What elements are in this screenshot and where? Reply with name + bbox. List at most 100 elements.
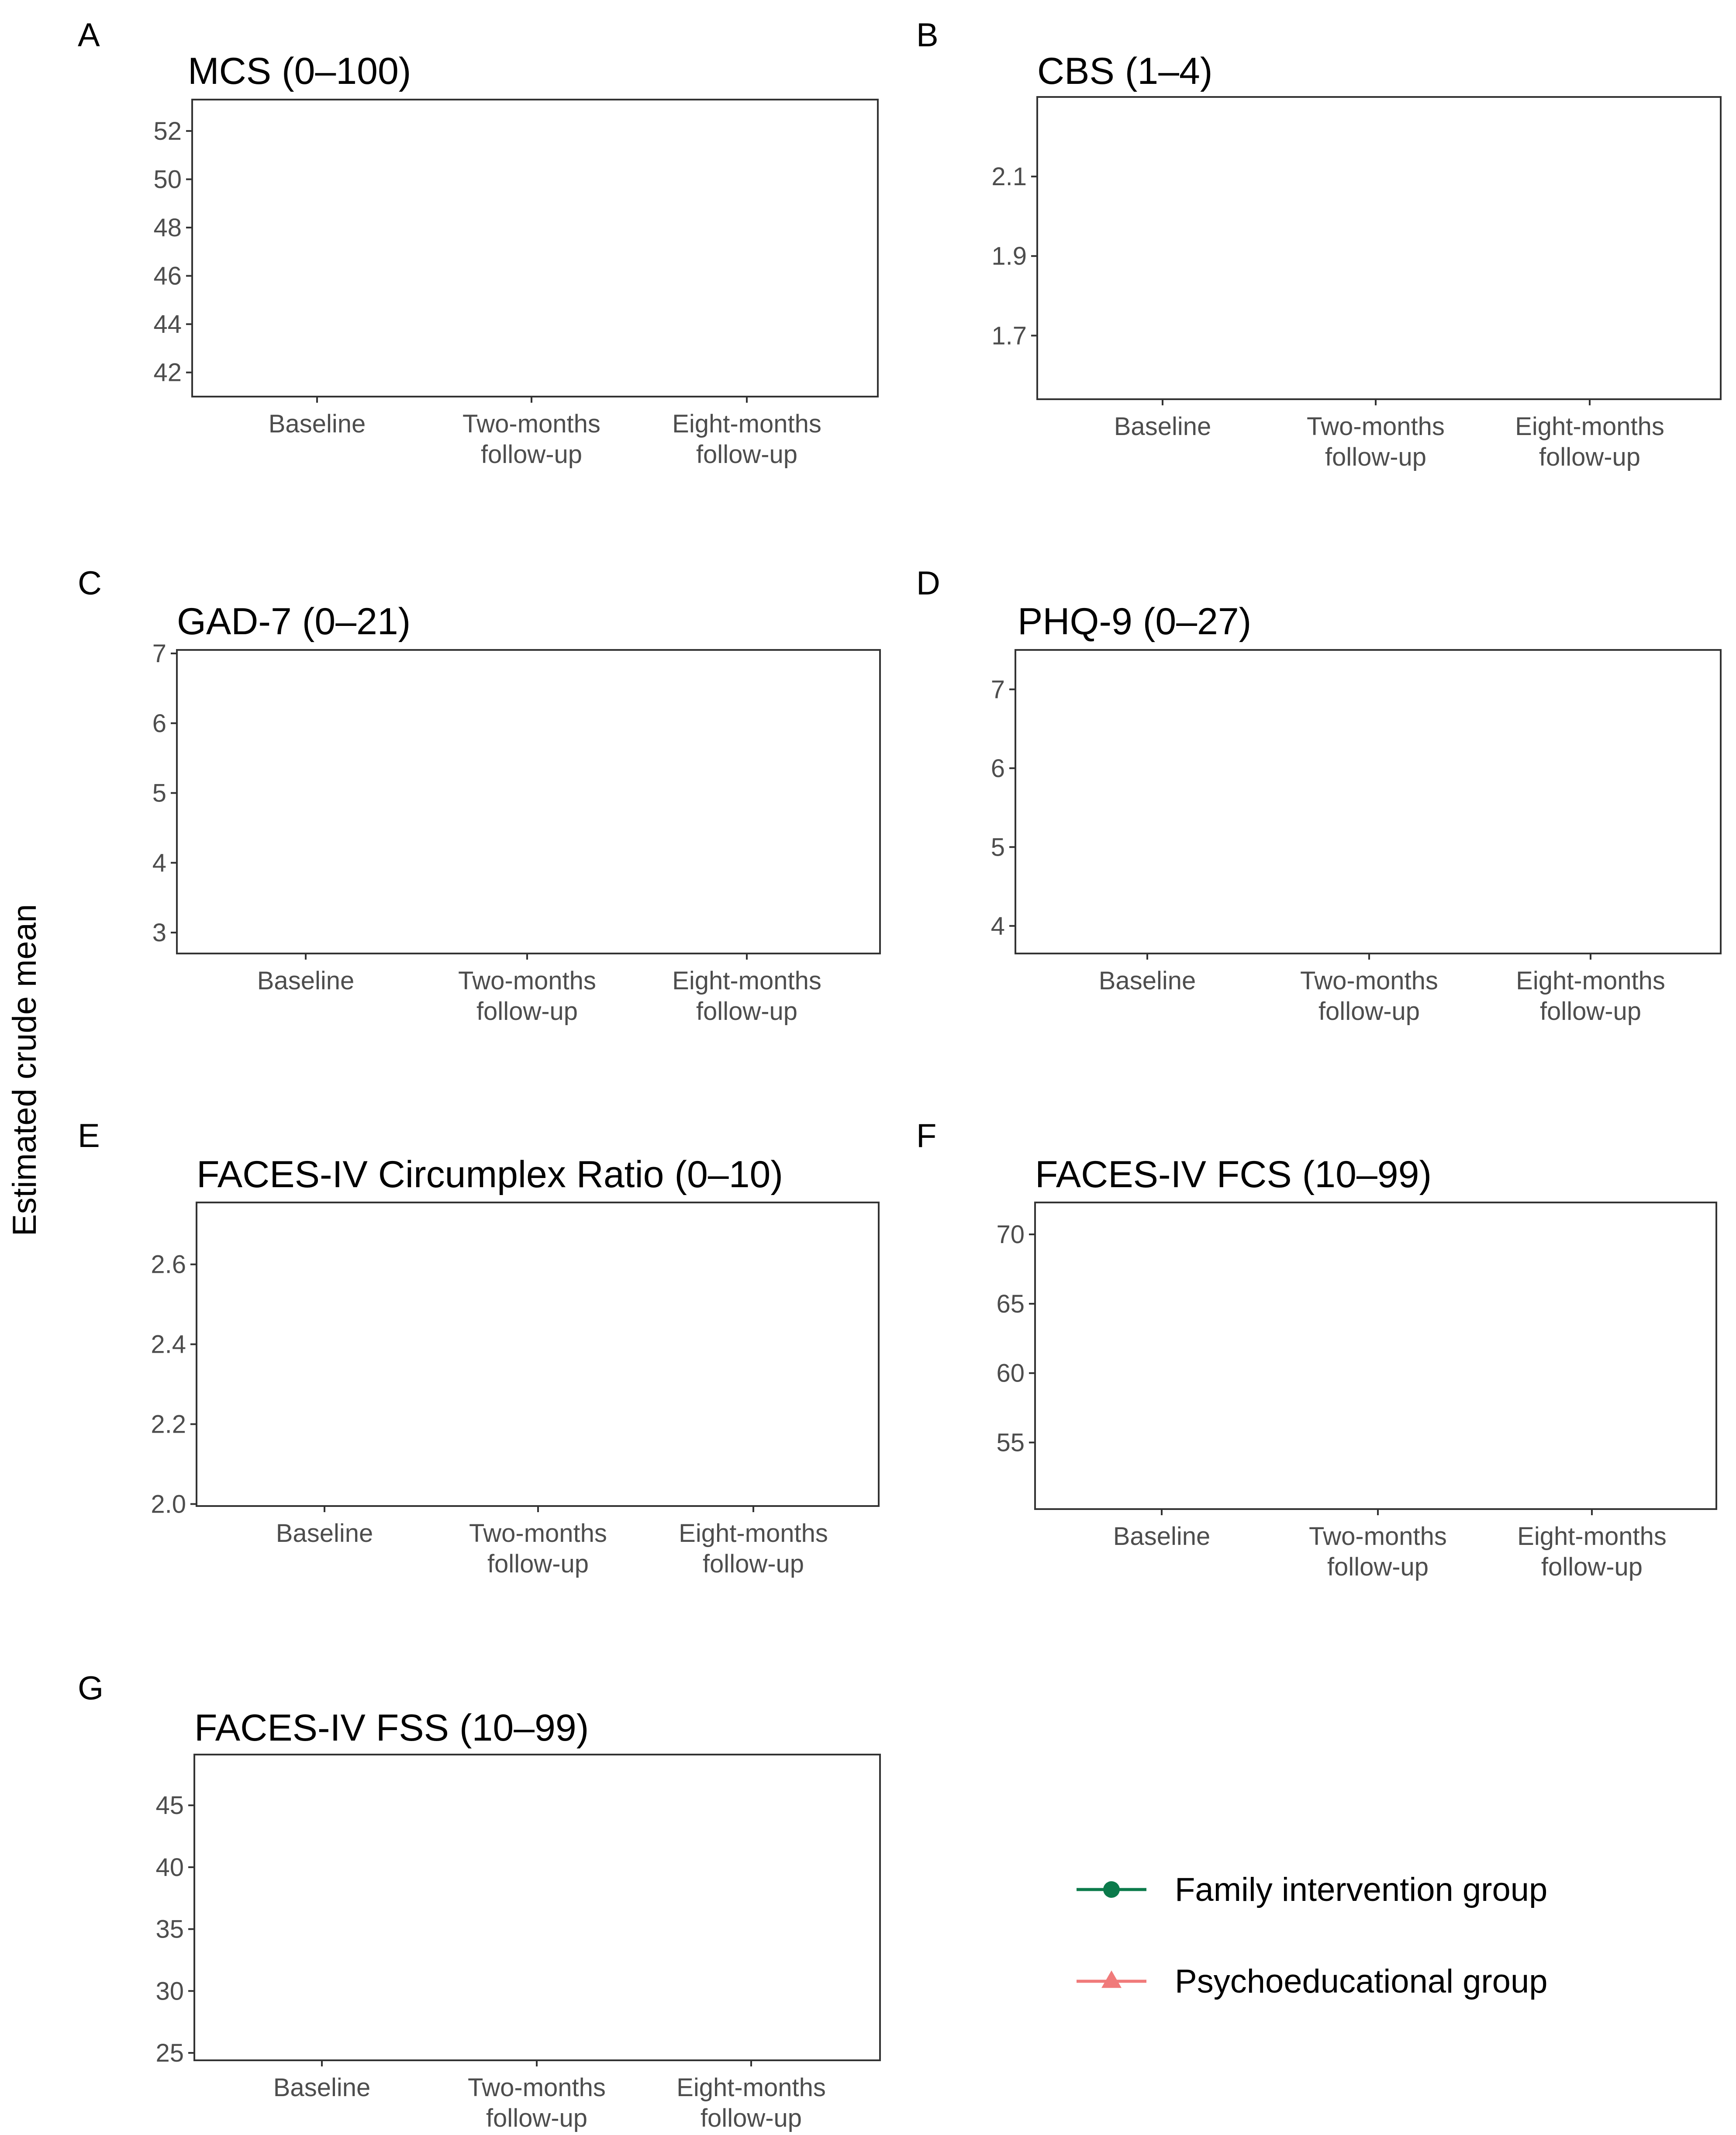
panel-title: PHQ-9 (0–27) <box>1018 601 1251 643</box>
y-tick-label: 55 <box>996 1429 1025 1457</box>
legend-label-psychoeducational: Psychoeducational group <box>1175 1963 1547 2000</box>
y-tick-label: 44 <box>153 310 182 339</box>
y-tick-label: 4 <box>991 912 1005 940</box>
x-tick-label: Two-months <box>468 2073 606 2102</box>
y-tick-label: 45 <box>155 1791 184 1820</box>
x-tick-label: follow-up <box>1539 443 1640 471</box>
x-tick-label: Baseline <box>273 2073 370 2102</box>
panel-g: G FACES-IV FSS (10–99) 25 30 35 40 45 Baseline T… <box>78 1670 881 2132</box>
panel-f: F FACES-IV FCS (10–99) 55 60 65 70 Baseline Two… <box>916 1117 1717 1581</box>
x-tick-label: follow-up <box>1318 997 1420 1026</box>
x-tick-label: Eight-months <box>1515 412 1664 441</box>
panel-title: FACES-IV Circumplex Ratio (0–10) <box>197 1154 783 1195</box>
x-tick-label: follow-up <box>696 997 797 1026</box>
y-tick-label: 3 <box>152 919 166 947</box>
x-tick-label: Two-months <box>1300 967 1438 995</box>
y-tick-label: 2.6 <box>151 1251 186 1279</box>
y-tick-label: 7 <box>991 675 1005 704</box>
y-tick-label: 30 <box>155 1977 184 2005</box>
x-tick-label: follow-up <box>476 997 578 1026</box>
y-tick-label: 42 <box>153 359 182 387</box>
plot-frame <box>1034 1202 1717 1510</box>
y-tick-label: 6 <box>991 754 1005 783</box>
y-tick-label: 1.9 <box>991 242 1027 270</box>
y-tick-label: 6 <box>152 709 166 738</box>
y-tick-label: 2.4 <box>151 1330 186 1359</box>
legend: Family intervention group Psychoeducatio… <box>1077 1871 1547 2000</box>
legend-key-marker-psychoeducational <box>1101 1970 1122 1988</box>
y-tick-label: 35 <box>155 1915 184 1944</box>
x-tick-label: Baseline <box>1114 412 1211 441</box>
panel-letter: G <box>78 1670 104 1707</box>
x-tick-label: Eight-months <box>679 1519 828 1548</box>
y-tick-label: 65 <box>996 1290 1025 1318</box>
plot-frame <box>1015 649 1722 954</box>
y-tick-label: 40 <box>155 1853 184 1882</box>
y-tick-label: 4 <box>152 849 166 877</box>
panel-title: CBS (1–4) <box>1037 50 1213 92</box>
x-tick-label: Baseline <box>1099 967 1196 995</box>
y-tick-label: 2.2 <box>151 1410 186 1439</box>
panel-e: E FACES-IV Circumplex Ratio (0–10) 2.0 2.2 2… <box>78 1117 880 1578</box>
x-tick-label: follow-up <box>486 2104 587 2132</box>
y-tick-label: 1.7 <box>991 321 1027 350</box>
panel-letter: D <box>916 565 940 602</box>
x-tick-label: Baseline <box>1113 1522 1210 1551</box>
x-tick-label: follow-up <box>1325 443 1426 471</box>
x-tick-label: Two-months <box>1309 1522 1447 1551</box>
x-tick-label: follow-up <box>703 1550 804 1578</box>
panel-letter: F <box>916 1117 936 1154</box>
panel-letter: E <box>78 1117 100 1154</box>
x-tick-label: Two-months <box>1307 412 1445 441</box>
panel-letter: C <box>78 565 102 602</box>
x-tick-label: Eight-months <box>1517 1522 1667 1551</box>
y-tick-label: 60 <box>996 1359 1025 1388</box>
x-tick-label: Two-months <box>462 410 601 438</box>
y-tick-label: 2.1 <box>991 162 1027 191</box>
y-tick-label: 5 <box>152 779 166 808</box>
plot-frame <box>191 99 879 397</box>
plot-frame <box>193 1754 881 2061</box>
x-tick-label: Baseline <box>276 1519 373 1548</box>
plot-frame <box>196 1202 880 1507</box>
panel-a: A MCS (0–100) 42 44 46 48 50 52 Baseline Two-mont… <box>78 17 879 469</box>
x-tick-label: Baseline <box>269 410 366 438</box>
y-tick-label: 7 <box>152 639 166 668</box>
plot-frame <box>1036 96 1722 400</box>
panel-letter: A <box>78 17 100 54</box>
x-tick-label: Two-months <box>458 967 596 995</box>
x-tick-label: Eight-months <box>676 2073 826 2102</box>
y-tick-label: 70 <box>996 1220 1025 1249</box>
y-axis-title: Estimated crude mean <box>6 904 43 1236</box>
x-tick-label: follow-up <box>487 1550 589 1578</box>
panel-title: FACES-IV FSS (10–99) <box>194 1707 589 1749</box>
x-tick-label: follow-up <box>696 440 797 469</box>
x-tick-label: Two-months <box>469 1519 607 1548</box>
x-tick-label: follow-up <box>1540 997 1641 1026</box>
panel-title: MCS (0–100) <box>188 50 411 92</box>
x-tick-label: follow-up <box>701 2104 802 2132</box>
x-tick-label: follow-up <box>1541 1553 1643 1581</box>
x-tick-label: Eight-months <box>1516 967 1665 995</box>
x-tick-label: Baseline <box>257 967 354 995</box>
x-tick-label: follow-up <box>481 440 582 469</box>
panel-title: GAD-7 (0–21) <box>177 601 411 643</box>
legend-key-marker-family <box>1103 1881 1120 1898</box>
plot-frame <box>176 649 881 954</box>
y-tick-label: 5 <box>991 833 1005 861</box>
y-tick-label: 46 <box>153 262 182 290</box>
y-tick-label: 2.0 <box>151 1490 186 1518</box>
x-tick-label: Eight-months <box>672 967 821 995</box>
panel-title: FACES-IV FCS (10–99) <box>1035 1154 1432 1195</box>
y-tick-label: 50 <box>153 165 182 193</box>
y-tick-label: 52 <box>153 117 182 145</box>
y-tick-label: 48 <box>153 214 182 242</box>
panel-letter: B <box>916 17 939 54</box>
x-tick-label: follow-up <box>1327 1553 1429 1581</box>
x-tick-label: Eight-months <box>672 410 821 438</box>
legend-label-family: Family intervention group <box>1175 1871 1547 1908</box>
